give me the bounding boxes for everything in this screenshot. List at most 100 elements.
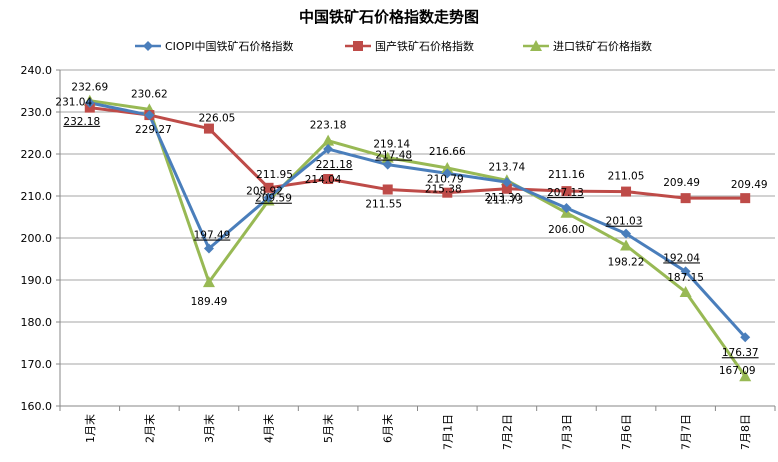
data-point — [441, 162, 454, 174]
data-point — [501, 183, 512, 194]
legend-label: CIOPI中国铁矿石价格指数 — [165, 39, 293, 53]
data-label: 226.05 — [199, 113, 236, 125]
data-labels: 232.18 229.27 197.49 209.59 221.18 217.48 215.… — [55, 82, 767, 378]
data-point — [263, 182, 274, 193]
data-point — [382, 184, 393, 195]
data-label: 211.05 — [608, 171, 645, 183]
data-point — [203, 243, 214, 254]
y-tick-label: 210.0 — [21, 190, 53, 203]
legend-marker — [353, 41, 363, 51]
data-point — [382, 159, 393, 170]
data-label: 198.22 — [608, 256, 645, 268]
series-line — [89, 101, 747, 339]
data-point — [442, 187, 453, 198]
data-label: 214.04 — [305, 174, 342, 186]
data-point — [679, 285, 692, 297]
x-tick-label: 7月3日 — [560, 414, 573, 450]
data-label: 206.00 — [548, 224, 585, 236]
data-point — [740, 193, 751, 204]
x-tick-label: 7月2日 — [501, 414, 514, 450]
data-label: 232.18 — [63, 116, 100, 128]
x-tick-label: 7月8日 — [739, 414, 752, 450]
x-tick-label: 7月6日 — [620, 414, 633, 450]
data-label: 201.03 — [606, 216, 643, 228]
legend: CIOPI中国铁矿石价格指数 国产铁矿石价格指数 进口铁矿石价格指数 — [135, 39, 652, 53]
series-line — [89, 106, 746, 200]
data-label: 167.09 — [719, 365, 756, 377]
data-label: 231.04 — [55, 97, 92, 109]
data-label: 211.16 — [548, 169, 585, 181]
data-point — [144, 110, 155, 121]
data-label: 189.49 — [191, 296, 228, 308]
data-label: 187.15 — [667, 272, 704, 284]
data-label: 192.04 — [663, 252, 700, 264]
data-point — [381, 151, 394, 163]
data-point — [322, 134, 335, 146]
data-point — [442, 168, 453, 179]
data-label: 210.79 — [427, 174, 464, 186]
data-point — [620, 239, 633, 251]
legend-marker — [530, 40, 542, 51]
y-tick-label: 220.0 — [21, 148, 53, 161]
data-label: 209.49 — [731, 179, 768, 191]
data-point — [561, 203, 572, 214]
data-label: 213.74 — [489, 161, 526, 173]
data-point — [739, 370, 752, 382]
x-tick-label: 1月末 — [83, 414, 97, 443]
data-label: 232.69 — [71, 82, 108, 94]
legend-marker — [143, 41, 153, 51]
legend-label: 国产铁矿石价格指数 — [375, 39, 474, 53]
x-tick-label: 7月7日 — [680, 414, 693, 450]
data-label: 229.27 — [135, 124, 172, 136]
data-label: 211.95 — [256, 169, 293, 181]
data-label: 207.13 — [547, 187, 584, 199]
data-label: 176.37 — [722, 347, 759, 359]
data-point — [203, 123, 214, 134]
x-tick-label: 4月末 — [262, 414, 276, 443]
series-line — [89, 99, 747, 378]
y-tick-label: 200.0 — [21, 232, 53, 245]
chart-title: 中国铁矿石价格指数走势图 — [299, 8, 479, 26]
data-label: 209.49 — [663, 177, 700, 189]
legend-label: 进口铁矿石价格指数 — [553, 39, 652, 53]
data-point — [621, 228, 632, 239]
data-label: 230.62 — [131, 88, 168, 100]
data-label: 197.49 — [194, 230, 231, 242]
x-tick-label: 7月1日 — [441, 414, 454, 450]
y-tick-label: 180.0 — [21, 316, 53, 329]
y-tick-label: 170.0 — [21, 358, 53, 371]
series-layer — [83, 94, 752, 382]
x-tick-label: 5月末 — [321, 414, 335, 443]
data-label: 215.38 — [425, 183, 462, 195]
data-point — [621, 186, 632, 197]
data-label: 211.73 — [487, 195, 524, 207]
data-label: 223.18 — [310, 120, 347, 132]
x-tick-label: 6月末 — [381, 414, 395, 443]
x-tick-label: 2月末 — [142, 414, 156, 443]
data-label: 209.59 — [255, 193, 292, 205]
data-label: 217.48 — [375, 150, 412, 162]
data-point — [323, 144, 334, 155]
gridlines — [60, 69, 775, 365]
data-label: 213.30 — [485, 192, 522, 204]
data-point — [680, 266, 691, 277]
y-tick-label: 160.0 — [21, 400, 53, 413]
data-label: 221.18 — [316, 159, 353, 171]
data-point — [84, 97, 95, 108]
data-label: 208.92 — [246, 186, 283, 198]
axes: 160.0 170.0 180.0 190.0 200.0 210.0 220.0 230.0… — [21, 64, 776, 450]
data-point — [740, 332, 751, 343]
data-label: 216.66 — [429, 146, 466, 158]
y-tick-label: 240.0 — [21, 64, 53, 77]
data-point — [561, 186, 572, 197]
data-point — [680, 193, 691, 204]
data-point — [263, 192, 274, 203]
x-tick-label: 3月末 — [202, 414, 216, 443]
data-point — [501, 177, 512, 188]
y-tick-label: 190.0 — [21, 274, 53, 287]
data-label: 219.14 — [373, 139, 410, 151]
data-point — [323, 174, 334, 185]
data-point — [202, 276, 215, 288]
